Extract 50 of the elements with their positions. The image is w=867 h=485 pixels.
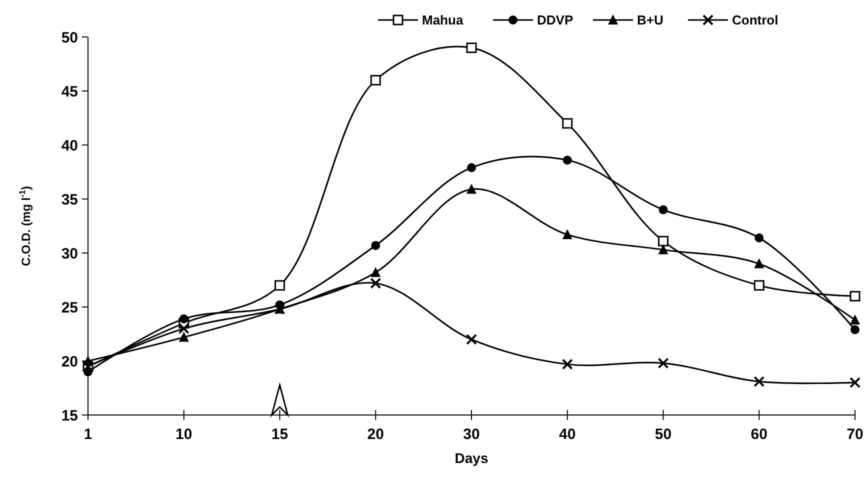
point — [658, 236, 668, 246]
point — [562, 229, 572, 240]
point — [562, 118, 573, 129]
point — [754, 376, 765, 388]
legend-label: Mahua — [422, 12, 464, 28]
point — [179, 314, 188, 324]
point — [754, 258, 764, 268]
x-tick-label: 10 — [176, 426, 192, 443]
x-tick-label: 30 — [463, 426, 480, 443]
point — [850, 290, 860, 302]
point — [370, 266, 381, 277]
point — [562, 156, 572, 165]
point — [370, 74, 381, 86]
point — [466, 334, 477, 345]
y-tick-label: 25 — [61, 299, 78, 316]
point — [754, 280, 764, 291]
x-axis-title: Days — [454, 450, 488, 466]
x-tick-label: 50 — [654, 426, 672, 443]
point — [370, 278, 382, 289]
point — [562, 358, 573, 370]
point — [466, 184, 476, 194]
point — [850, 314, 860, 324]
point — [466, 42, 477, 54]
point — [658, 205, 668, 214]
point — [371, 240, 380, 250]
y-tick-label: 30 — [61, 245, 78, 262]
point — [467, 163, 476, 172]
point — [850, 377, 860, 388]
x-tick-label: 20 — [367, 426, 384, 443]
y-tick-label: 50 — [61, 29, 78, 46]
legend-label: B+U — [637, 12, 664, 28]
x-tick-label: 15 — [271, 426, 288, 443]
legend-label: DDVP — [537, 12, 574, 28]
y-tick-label: 40 — [61, 137, 78, 154]
y-tick-label: 45 — [61, 83, 78, 100]
point — [178, 332, 189, 342]
y-tick-label: 15 — [61, 407, 78, 424]
point — [274, 280, 285, 291]
point — [658, 358, 669, 369]
point — [754, 233, 764, 242]
point — [178, 323, 190, 334]
y-tick-label: 20 — [61, 353, 78, 370]
legend-label: Control — [732, 12, 778, 28]
point — [850, 325, 860, 334]
x-tick-label: 70 — [846, 426, 864, 443]
point — [658, 244, 668, 254]
y-tick-label: 35 — [61, 191, 78, 208]
x-tick-label: 60 — [750, 426, 768, 443]
x-tick-label: 1 — [84, 426, 92, 443]
x-tick-label: 40 — [559, 426, 576, 443]
